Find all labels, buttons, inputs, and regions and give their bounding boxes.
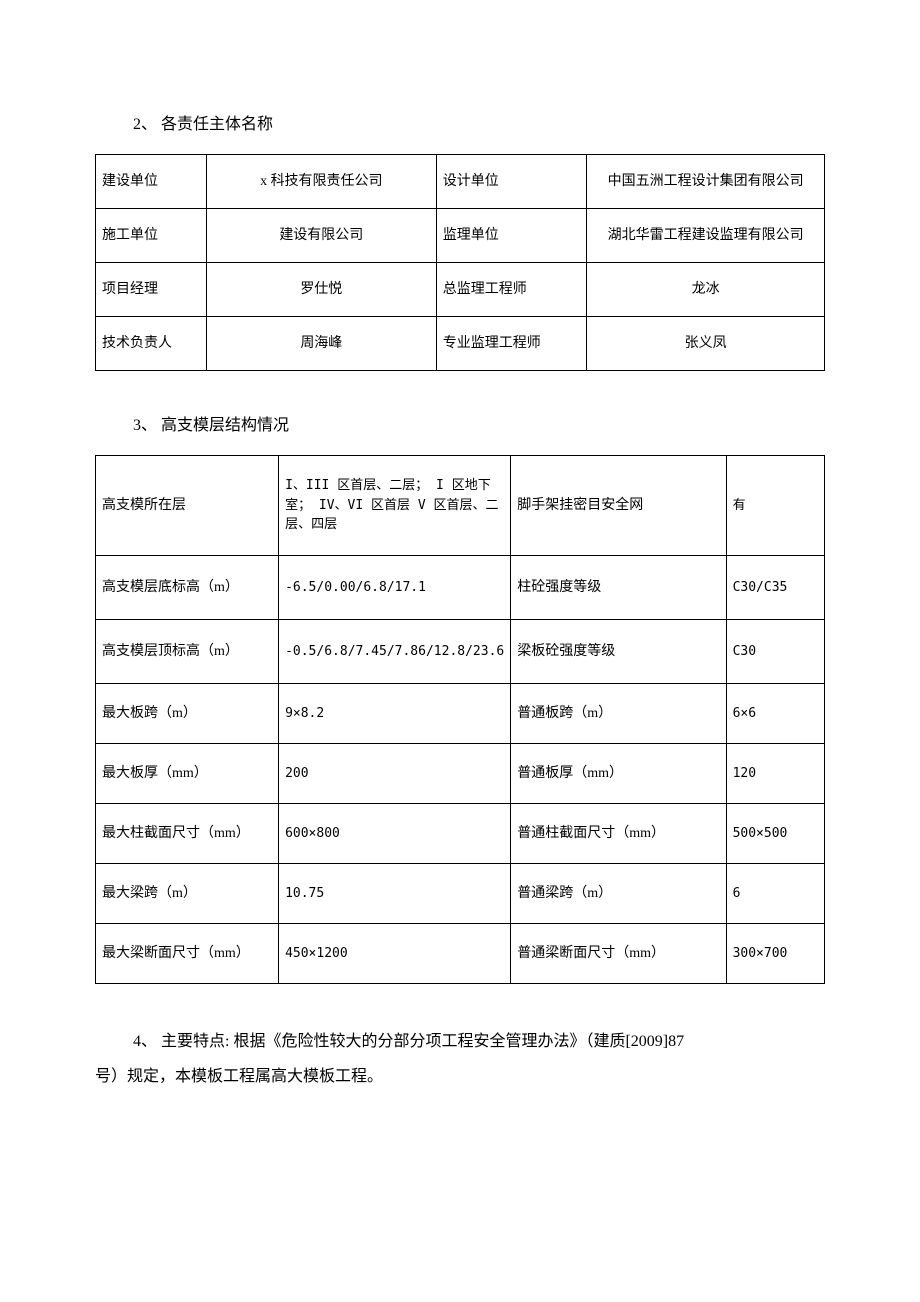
cell-label: 设计单位 bbox=[436, 155, 587, 209]
cell-label: 专业监理工程师 bbox=[436, 317, 587, 371]
cell-param-value: 有 bbox=[726, 456, 824, 556]
cell-value: 罗仕悦 bbox=[206, 263, 436, 317]
cell-param-value: I、III 区首层、二层； I 区地下室； IV、VI 区首层 V 区首层、二层… bbox=[279, 456, 511, 556]
cell-param-value: -0.5/6.8/7.45/7.86/12.8/23.6 bbox=[279, 620, 511, 684]
cell-param-name: 普通板跨（m） bbox=[511, 684, 726, 744]
cell-value: 建设有限公司 bbox=[206, 209, 436, 263]
cell-param-value: C30 bbox=[726, 620, 824, 684]
cell-value: x 科技有限责任公司 bbox=[206, 155, 436, 209]
cell-param-name: 普通柱截面尺寸（mm） bbox=[511, 804, 726, 864]
cell-param-name: 普通梁跨（m） bbox=[511, 864, 726, 924]
cell-label: 建设单位 bbox=[96, 155, 207, 209]
cell-param-value: 300×700 bbox=[726, 924, 824, 984]
cell-param-name: 普通板厚（mm） bbox=[511, 744, 726, 804]
cell-param-name: 脚手架挂密目安全网 bbox=[511, 456, 726, 556]
cell-param-value: 120 bbox=[726, 744, 824, 804]
table-row: 最大柱截面尺寸（mm）600×800普通柱截面尺寸（mm）500×500 bbox=[96, 804, 825, 864]
table-row: 项目经理罗仕悦总监理工程师龙冰 bbox=[96, 263, 825, 317]
cell-param-value: 6 bbox=[726, 864, 824, 924]
table-row: 最大板跨（m）9×8.2普通板跨（m）6×6 bbox=[96, 684, 825, 744]
section-heading-3: 3、 高支模层结构情况 bbox=[133, 411, 825, 435]
cell-value: 湖北华雷工程建设监理有限公司 bbox=[587, 209, 825, 263]
cell-param-value: 6×6 bbox=[726, 684, 824, 744]
table-row: 最大梁跨（m）10.75普通梁跨（m）6 bbox=[96, 864, 825, 924]
cell-value: 张义凤 bbox=[587, 317, 825, 371]
cell-param-value: 200 bbox=[279, 744, 511, 804]
table-row: 技术负责人周海峰专业监理工程师张义凤 bbox=[96, 317, 825, 371]
table-row: 高支模层底标高（m）-6.5/0.00/6.8/17.1柱砼强度等级C30/C3… bbox=[96, 556, 825, 620]
paragraph-4-line2: 号）规定，本模板工程属高大模板工程。 bbox=[95, 1059, 825, 1094]
cell-value: 周海峰 bbox=[206, 317, 436, 371]
cell-param-value: 450×1200 bbox=[279, 924, 511, 984]
cell-param-value: C30/C35 bbox=[726, 556, 824, 620]
cell-value: 中国五洲工程设计集团有限公司 bbox=[587, 155, 825, 209]
cell-param-value: 10.75 bbox=[279, 864, 511, 924]
cell-label: 技术负责人 bbox=[96, 317, 207, 371]
cell-param-name: 最大梁断面尺寸（mm） bbox=[96, 924, 279, 984]
structure-info-table: 高支模所在层I、III 区首层、二层； I 区地下室； IV、VI 区首层 V … bbox=[95, 455, 825, 984]
cell-param-value: -6.5/0.00/6.8/17.1 bbox=[279, 556, 511, 620]
responsibility-table: 建设单位x 科技有限责任公司设计单位中国五洲工程设计集团有限公司施工单位建设有限… bbox=[95, 154, 825, 371]
cell-param-name: 高支模层顶标高（m） bbox=[96, 620, 279, 684]
cell-param-name: 柱砼强度等级 bbox=[511, 556, 726, 620]
cell-param-value: 9×8.2 bbox=[279, 684, 511, 744]
section-heading-2: 2、 各责任主体名称 bbox=[133, 110, 825, 134]
cell-label: 施工单位 bbox=[96, 209, 207, 263]
table-row: 高支模层顶标高（m）-0.5/6.8/7.45/7.86/12.8/23.6梁板… bbox=[96, 620, 825, 684]
table-row: 建设单位x 科技有限责任公司设计单位中国五洲工程设计集团有限公司 bbox=[96, 155, 825, 209]
table-row: 最大梁断面尺寸（mm）450×1200普通梁断面尺寸（mm）300×700 bbox=[96, 924, 825, 984]
cell-label: 项目经理 bbox=[96, 263, 207, 317]
cell-param-value: 500×500 bbox=[726, 804, 824, 864]
cell-param-name: 最大梁跨（m） bbox=[96, 864, 279, 924]
table-row: 高支模所在层I、III 区首层、二层； I 区地下室； IV、VI 区首层 V … bbox=[96, 456, 825, 556]
table-row: 施工单位建设有限公司监理单位湖北华雷工程建设监理有限公司 bbox=[96, 209, 825, 263]
cell-param-name: 普通梁断面尺寸（mm） bbox=[511, 924, 726, 984]
cell-label: 总监理工程师 bbox=[436, 263, 587, 317]
cell-param-name: 最大柱截面尺寸（mm） bbox=[96, 804, 279, 864]
table-row: 最大板厚（mm）200普通板厚（mm）120 bbox=[96, 744, 825, 804]
cell-param-name: 最大板厚（mm） bbox=[96, 744, 279, 804]
paragraph-4-line1: 4、 主要特点: 根据《危险性较大的分部分项工程安全管理办法》（建质[2009]… bbox=[133, 1024, 825, 1059]
cell-param-name: 最大板跨（m） bbox=[96, 684, 279, 744]
cell-value: 龙冰 bbox=[587, 263, 825, 317]
cell-param-name: 梁板砼强度等级 bbox=[511, 620, 726, 684]
cell-param-name: 高支模层底标高（m） bbox=[96, 556, 279, 620]
cell-label: 监理单位 bbox=[436, 209, 587, 263]
cell-param-name: 高支模所在层 bbox=[96, 456, 279, 556]
cell-param-value: 600×800 bbox=[279, 804, 511, 864]
